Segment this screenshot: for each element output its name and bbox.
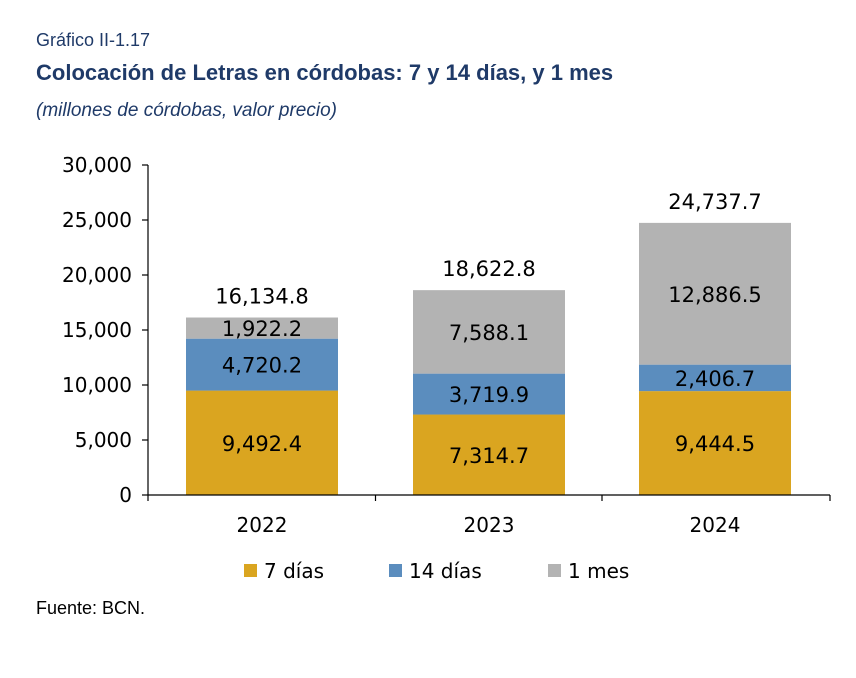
legend-label: 1 mes bbox=[568, 559, 629, 583]
y-tick-label: 30,000 bbox=[62, 153, 132, 177]
x-tick-label: 2024 bbox=[690, 513, 741, 537]
legend-swatch bbox=[548, 564, 561, 577]
bar-segment bbox=[413, 414, 565, 495]
bar-segment bbox=[186, 338, 338, 391]
y-tick-label: 0 bbox=[119, 483, 132, 507]
data-label: 2,406.7 bbox=[675, 367, 755, 391]
bars bbox=[186, 222, 791, 495]
bar-segment bbox=[413, 290, 565, 374]
source-note: Fuente: BCN. bbox=[36, 598, 146, 618]
data-labels: 9,492.4 4,720.2 1,922.2 16,134.8 7,314.7 3,71… bbox=[215, 190, 762, 468]
bar-segment bbox=[639, 391, 791, 495]
data-label: 1,922.2 bbox=[222, 317, 302, 341]
legend-swatch bbox=[244, 564, 257, 577]
total-label: 24,737.7 bbox=[668, 190, 762, 214]
data-label: 12,886.5 bbox=[668, 283, 762, 307]
y-axis: 0 5,000 10,000 15,000 20,000 25,000 30,000 bbox=[62, 153, 149, 507]
data-label: 4,720.2 bbox=[222, 354, 302, 378]
chart-subtitle: (millones de córdobas, valor precio) bbox=[36, 100, 337, 121]
data-label: 9,492.4 bbox=[222, 432, 302, 456]
x-tick-label: 2023 bbox=[464, 513, 515, 537]
chart-title: Colocación de Letras en córdobas: 7 y 14… bbox=[36, 60, 614, 85]
y-tick-label: 10,000 bbox=[62, 373, 132, 397]
data-label: 7,314.7 bbox=[449, 444, 529, 468]
y-tick-label: 25,000 bbox=[62, 208, 132, 232]
y-tick-label: 20,000 bbox=[62, 263, 132, 287]
legend-label: 14 días bbox=[409, 559, 482, 583]
legend-label: 7 días bbox=[264, 559, 324, 583]
bar-segment bbox=[186, 317, 338, 339]
data-label: 3,719.9 bbox=[449, 383, 529, 407]
total-label: 16,134.8 bbox=[215, 285, 309, 309]
y-tick-label: 15,000 bbox=[62, 318, 132, 342]
data-label: 9,444.5 bbox=[675, 432, 755, 456]
bar-segment bbox=[413, 373, 565, 415]
data-label: 7,588.1 bbox=[449, 321, 529, 345]
x-tick-label: 2022 bbox=[237, 513, 288, 537]
bar-segment bbox=[639, 364, 791, 392]
x-axis: 2022 2023 2024 bbox=[147, 494, 831, 537]
legend-swatch bbox=[389, 564, 402, 577]
y-tick-label: 5,000 bbox=[75, 428, 132, 452]
bar-segment bbox=[639, 222, 791, 365]
total-label: 18,622.8 bbox=[442, 257, 536, 281]
figure-label: Gráfico II-1.17 bbox=[36, 30, 151, 50]
legend: 7 días 14 días 1 mes bbox=[244, 559, 629, 583]
bar-segment bbox=[186, 390, 338, 495]
